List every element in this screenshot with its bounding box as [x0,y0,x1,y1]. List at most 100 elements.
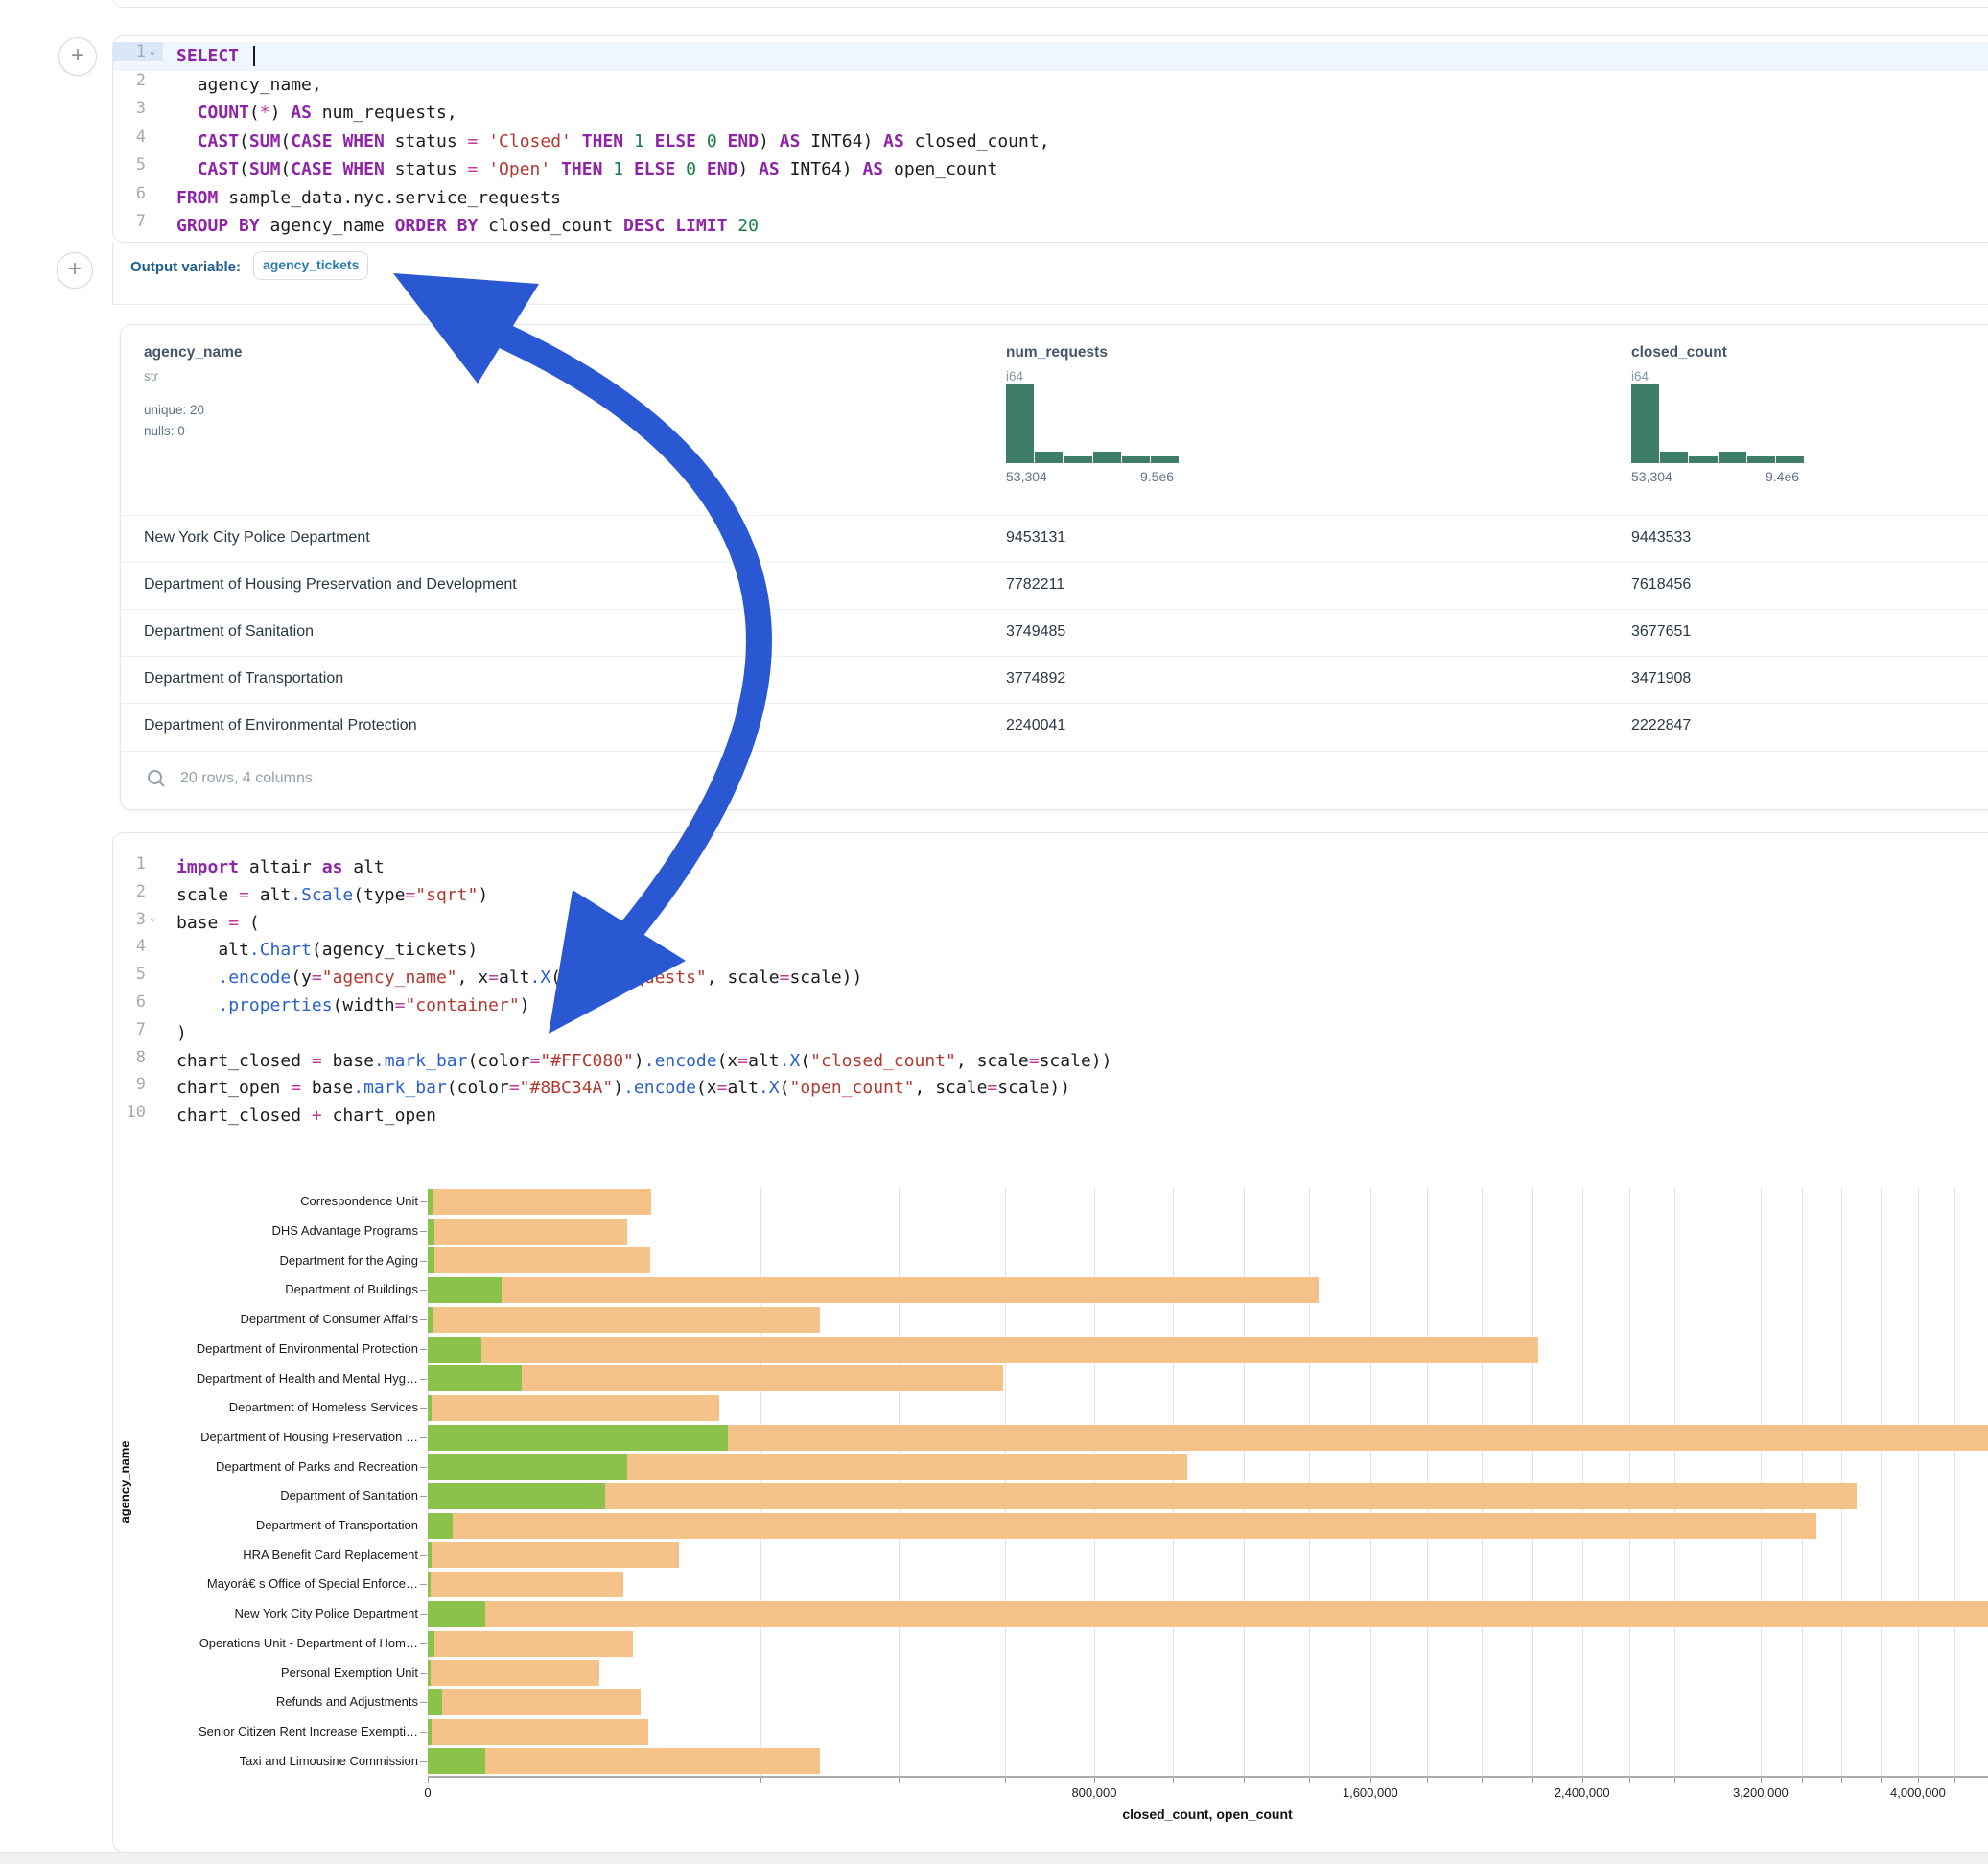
line-number: 2 [135,70,146,90]
code-line[interactable]: 1 ⌄ SELECT [113,42,1988,71]
histogram-bar [1092,451,1121,463]
code-line[interactable]: 9 chart_open = base.mark_bar(color="#8BC3… [113,1075,1988,1103]
grid-line [1093,1187,1095,1776]
add-cell-button-output[interactable]: + [57,252,93,289]
y-axis-tick [420,1584,427,1586]
table-cell: New York City Police Department [144,529,370,546]
column-type: str [144,369,158,384]
table-row: Department of Transportation 3774892 34719… [121,656,1988,703]
chart-row [428,1540,1988,1570]
chart-row [428,1717,1988,1747]
line-number-gutter: 4 [113,937,163,956]
code-line[interactable]: 5 CAST(SUM(CASE WHEN status = 'Open' THE… [113,155,1988,184]
grid-line [899,1187,900,1776]
line-number-gutter: 5 [113,965,163,984]
chart-row [428,1305,1988,1335]
code-line[interactable]: 7) [113,1020,1988,1048]
code-line[interactable]: 8 chart_closed = base.mark_bar(color="#FF… [113,1048,1988,1076]
table-cell: 7782211 [1006,576,1065,593]
y-axis-tick [420,1290,427,1292]
chart-row [428,1658,1988,1688]
output-variable-pill[interactable]: agency_tickets [253,251,368,280]
x-axis-tick [1369,1778,1371,1783]
line-number: 7 [135,1019,146,1039]
histogram-bar [1150,455,1180,463]
line-number: 4 [135,127,146,147]
y-axis-label: Department for the Aging [279,1252,418,1268]
bar-open-count [428,1218,434,1245]
fold-chevron-icon[interactable]: ⌄ [148,913,157,925]
code-line[interactable]: 6 FROM sample_data.nyc.service_requests [113,184,1988,213]
bar-open-count [428,1306,434,1333]
column-header[interactable]: agency_name [144,344,243,361]
table-row: New York City Police Department 9453131 94… [121,515,1988,562]
table-cell: 9453131 [1006,529,1066,546]
line-number-gutter: 3 ⌄ [113,910,163,929]
bar-closed-count [428,1483,1857,1509]
search-icon[interactable] [146,768,167,789]
bar-closed-count [428,1748,820,1775]
table-row: Department of Environmental Protection 22… [121,703,1988,750]
code-line[interactable]: 4 alt.Chart(agency_tickets) [113,937,1988,965]
column-type: i64 [1006,369,1024,384]
line-number-gutter: 3 [113,99,163,118]
chart-row [428,1393,1988,1423]
code-line[interactable]: 6 .properties(width="container") [113,992,1988,1020]
python-code-editor[interactable]: 1 import altair as alt 2 scale = alt.Scale(… [113,854,1988,1130]
y-axis-tick [420,1260,427,1262]
grid-line [1880,1187,1882,1776]
x-axis-tick [1841,1778,1843,1783]
line-number-gutter: 1 [113,854,163,874]
grid-line [760,1187,762,1776]
line-number-gutter: 6 [113,184,163,203]
y-axis-tick [420,1436,427,1438]
grid-line [1004,1187,1006,1776]
x-axis-tick [760,1778,762,1783]
code-line[interactable]: 5 .encode(y="agency_name", x=alt.X("num_… [113,965,1988,992]
grid-line [1581,1187,1583,1776]
bar-open-count [428,1718,432,1745]
bar-open-count [428,1247,434,1274]
code-line[interactable]: 3 COUNT(*) AS num_requests, [113,99,1988,128]
x-axis-tick [1954,1778,1956,1783]
bar-open-count [428,1660,431,1687]
histogram-bar [1121,455,1150,463]
y-axis-label: HRA Benefit Card Replacement [243,1547,418,1562]
grid-line [1674,1187,1676,1776]
bar-closed-count [428,1630,634,1657]
grid-line [1841,1187,1843,1776]
y-axis-tick [420,1554,427,1556]
code-line[interactable]: 1 import altair as alt [113,854,1988,882]
bar-closed-count [428,1689,642,1715]
grid-line [1760,1187,1762,1776]
line-number-gutter: 7 [113,212,163,231]
line-number-gutter: 10 [113,1103,163,1122]
add-cell-button-top[interactable]: + [58,37,97,76]
sql-code-editor[interactable]: 1 ⌄ SELECT 2 agency_name, 3 COUNT(*) AS num… [113,42,1988,241]
code-line[interactable]: 2 scale = alt.Scale(type="sqrt") [113,882,1988,910]
chart-row [428,1217,1988,1247]
x-axis-tick [899,1778,900,1783]
y-axis-tick [420,1496,427,1498]
x-axis-tick [1244,1778,1246,1783]
code-line[interactable]: 3 ⌄ base = ( [113,910,1988,938]
x-axis-tick [1581,1778,1583,1783]
line-number: 6 [135,991,146,1012]
histogram-max-label: 9.4e6 [1766,469,1800,484]
chart-row [428,1275,1988,1305]
code-line[interactable]: 4 CAST(SUM(CASE WHEN status = 'Closed' T… [113,128,1988,156]
bar-open-count [428,1277,502,1304]
code-line[interactable]: 10 chart_closed + chart_open [113,1103,1988,1130]
column-stats: nulls: 0 [144,424,185,438]
table-row: Department of Housing Preservation and D… [121,562,1988,609]
line-number: 3 [135,909,146,929]
fold-chevron-icon[interactable]: ⌄ [148,45,157,58]
code-line[interactable]: 7 GROUP BY agency_name ORDER BY closed_co… [113,212,1988,241]
x-axis-tick [1481,1778,1483,1783]
column-header[interactable]: num_requests [1006,344,1108,361]
page-bottom-strip [0,1852,1988,1864]
code-line[interactable]: 2 agency_name, [113,71,1988,100]
line-number: 7 [135,212,146,231]
bar-open-count [428,1189,433,1215]
column-header[interactable]: closed_count [1631,344,1727,361]
